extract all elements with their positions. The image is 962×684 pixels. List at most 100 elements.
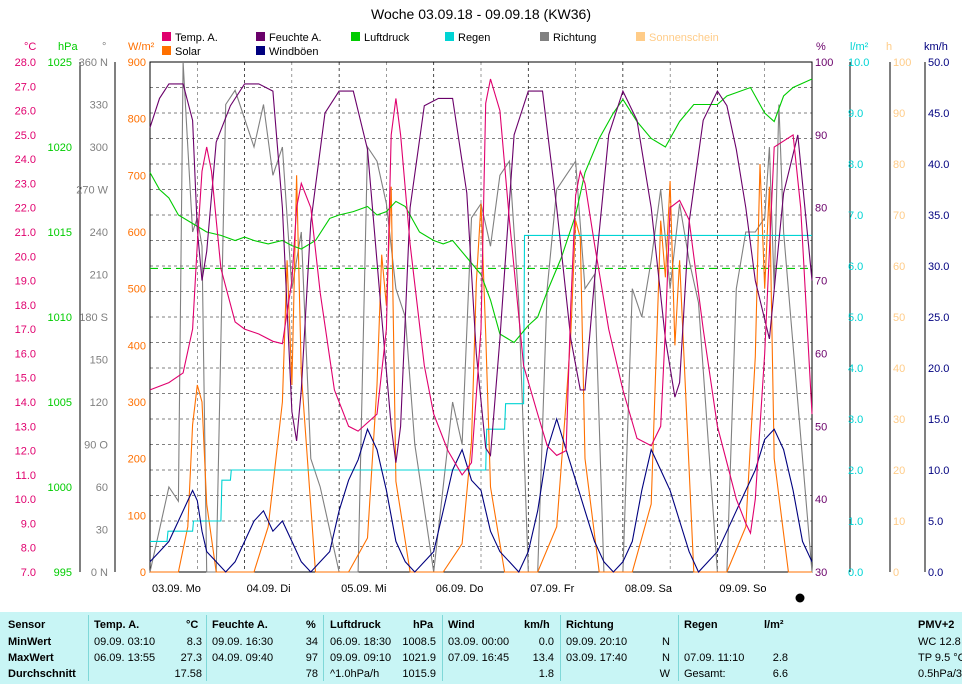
gust-tick-label: 0.0 (928, 567, 943, 579)
pressure-tick-label: 1020 (48, 142, 72, 154)
x-tick-label: 09.09. So (719, 583, 766, 595)
rain-tick-label: 9.0 (848, 108, 863, 120)
direction-tick-label: 60 (96, 482, 108, 494)
sunshine-tick-label: 60 (893, 261, 905, 273)
legend-swatch (162, 32, 171, 41)
sunshine-tick-label: 80 (893, 159, 905, 171)
gust-tick-label: 50.0 (928, 57, 949, 69)
humidity-tick-label: 50 (815, 421, 827, 433)
x-tick-label: 05.09. Mi (341, 583, 386, 595)
gust-axis-unit: km/h (924, 41, 948, 53)
x-tick-label: 04.09. Di (247, 583, 291, 595)
rain-tick-label: 10.0 (848, 57, 869, 69)
rain-header: Regen (684, 619, 718, 631)
row-label-max: MaxWert (8, 652, 54, 664)
temp-tick-label: 10.0 (15, 494, 36, 506)
gust-tick-label: 35.0 (928, 210, 949, 222)
direction-tick-label: 0 N (91, 567, 108, 579)
pressure-header: Luftdruck (330, 619, 381, 631)
direction-tick-label: 120 (90, 397, 108, 409)
sunshine-tick-label: 30 (893, 414, 905, 426)
temp-header: Temp. A. (94, 619, 140, 631)
gust-tick-label: 40.0 (928, 159, 949, 171)
rain-tick-label: 0.0 (848, 567, 863, 579)
temp-tick-label: 9.0 (21, 518, 36, 530)
direction-tick-label: 150 (90, 355, 108, 367)
humidity-tick-label: 100 (815, 57, 833, 69)
direction-max-value: N (662, 652, 670, 664)
direction-tick-label: 210 (90, 270, 108, 282)
divider (560, 615, 561, 681)
pressure-tick-label: 1000 (48, 482, 72, 494)
temp-min-time: 09.09. 03:10 (94, 636, 156, 648)
solar-tick-label: 900 (128, 57, 146, 69)
gust-tick-label: 45.0 (928, 108, 949, 120)
temp-tick-label: 16.0 (15, 348, 36, 360)
pressure-tick-label: 1010 (48, 312, 72, 324)
rain-max-time: 07.09. 11:10 (684, 652, 745, 664)
series-line-temp-a (149, 78, 813, 535)
divider (442, 615, 443, 681)
temp-tick-label: 26.0 (15, 106, 36, 118)
rain-tick-label: 1.0 (848, 516, 863, 528)
wind-min-time: 03.09. 00:00 (448, 636, 510, 648)
row-label-min: MinWert (8, 636, 52, 648)
row-label-avg: Durchschnitt (8, 668, 76, 680)
direction-axis-unit: ° (102, 41, 106, 53)
pmv-header: PMV+2 (918, 619, 955, 631)
humidity-header: Feuchte A. (212, 619, 268, 631)
legend: Temp. A. Solar Feuchte A. Windböen Luftdruck… (162, 32, 719, 58)
rain-total-value: 6.6 (772, 668, 788, 680)
sensor-header: Sensor (8, 619, 46, 631)
temp-tick-label: 28.0 (15, 57, 36, 69)
sunshine-tick-label: 0 (893, 567, 899, 579)
temp-tick-label: 18.0 (15, 300, 36, 312)
pressure-axis-unit: hPa (58, 41, 78, 53)
legend-label: Luftdruck (364, 32, 410, 44)
temp-tick-label: 24.0 (15, 154, 36, 166)
solar-tick-label: 400 (128, 340, 146, 352)
legend-label: Richtung (553, 32, 596, 44)
pressure-tick-label: 995 (54, 567, 72, 579)
humidity-tick-label: 60 (815, 348, 827, 360)
direction-tick-label: 90 O (84, 440, 108, 452)
statistics-table: Sensor MinWert MaxWert Durchschnitt Temp… (0, 612, 962, 684)
direction-tick-label: 300 (90, 142, 108, 154)
legend-swatch (540, 32, 549, 41)
direction-header: Richtung (566, 619, 614, 631)
sunshine-axis-unit: h (886, 41, 892, 53)
wind-avg-value: 1.8 (538, 668, 554, 680)
humidity-tick-label: 90 (815, 130, 827, 142)
gust-tick-label: 15.0 (928, 414, 949, 426)
sunshine-tick-label: 70 (893, 210, 905, 222)
legend-label: Windböen (269, 46, 319, 58)
temp-avg-value: 17.58 (174, 668, 202, 680)
pressure-avg-value: 1015.9 (402, 668, 436, 680)
direction-tick-label: 360 N (79, 57, 108, 69)
legend-swatch (351, 32, 360, 41)
pressure-tick-label: 1025 (48, 57, 72, 69)
wind-unit: km/h (524, 619, 550, 631)
series-line-regen (150, 234, 812, 542)
direction-tick-label: 270 W (76, 185, 108, 197)
temp-tick-label: 14.0 (15, 397, 36, 409)
direction-avg-value: W (659, 668, 670, 680)
solar-tick-label: 100 (128, 510, 146, 522)
series-line-luftdruck (149, 78, 813, 344)
legend-label: Feuchte A. (269, 32, 322, 44)
legend-label: Temp. A. (175, 32, 218, 44)
series-line-solar (150, 163, 812, 573)
pressure-tick-label: 1005 (48, 397, 72, 409)
gust-tick-label: 30.0 (928, 261, 949, 273)
temp-tick-label: 19.0 (15, 276, 36, 288)
pressure-min-time: 06.09. 18:30 (330, 636, 392, 648)
temp-tick-label: 12.0 (15, 446, 36, 458)
temp-tick-label: 7.0 (21, 567, 36, 579)
humidity-unit: % (306, 619, 316, 631)
solar-tick-label: 200 (128, 454, 146, 466)
rain-tick-label: 5.0 (848, 312, 863, 324)
temp-tick-label: 23.0 (15, 178, 36, 190)
humidity-avg-value: 78 (305, 668, 318, 680)
solar-axis-unit: W/m² (128, 41, 155, 53)
temp-max-time: 06.09. 13:55 (94, 652, 156, 664)
